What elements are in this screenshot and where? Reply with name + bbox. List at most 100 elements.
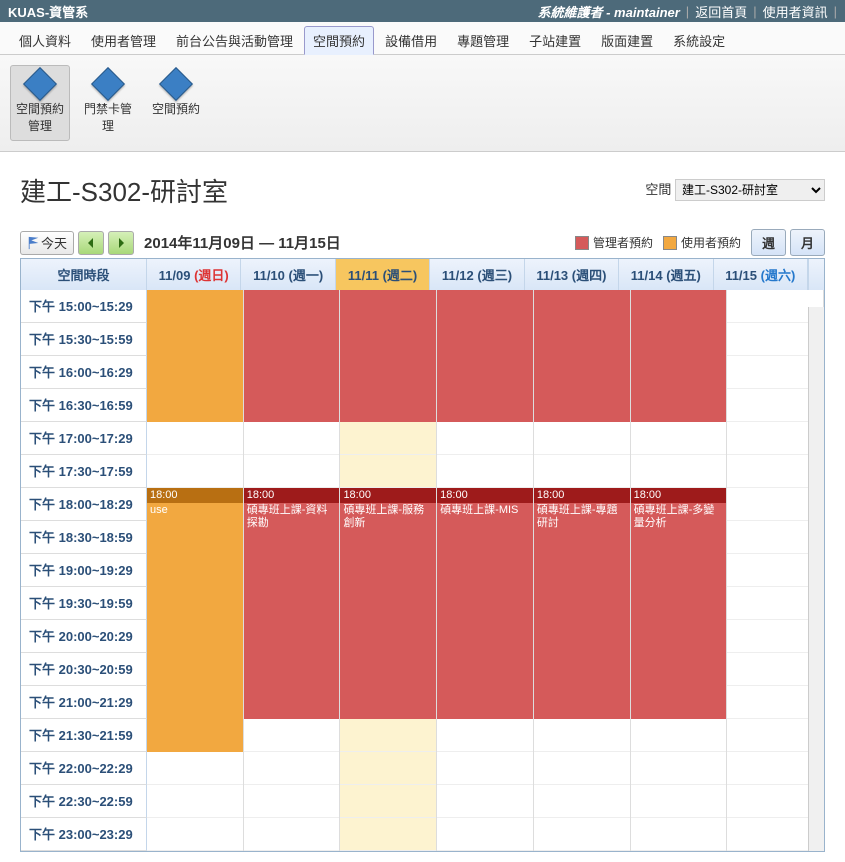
menu-item-1[interactable]: 使用者管理 <box>82 26 165 54</box>
day-header-4[interactable]: 11/13 (週四) <box>525 259 619 290</box>
calendar: 空間時段11/09 (週日)11/10 (週一)11/11 (週二)11/12 … <box>20 258 825 852</box>
time-slot-14: 下午 22:00~22:29 <box>21 752 147 785</box>
event-title: 碩專班上課-MIS <box>440 504 530 517</box>
day-columns: 18:00use18:00碩專班上課-資料探勘18:00碩專班上課-服務創新18… <box>147 290 824 851</box>
day-header-6[interactable]: 11/15 (週六) <box>714 259 808 290</box>
event-10[interactable]: 18:00碩專班上課-專題研討 <box>534 488 630 719</box>
event-time: 18:00 <box>340 488 436 503</box>
day-header-1[interactable]: 11/10 (週一) <box>241 259 335 290</box>
room-selector: 空間 建工-S302-研討室 <box>645 179 825 201</box>
arrow-right-icon <box>115 237 127 249</box>
time-slot-13: 下午 21:30~21:59 <box>21 719 147 752</box>
tool-btn-1[interactable]: 門禁卡管理 <box>78 65 138 141</box>
time-slot-0: 下午 15:00~15:29 <box>21 290 147 323</box>
time-slot-9: 下午 19:30~19:59 <box>21 587 147 620</box>
tool-label: 空間預約 <box>149 100 203 117</box>
time-slot-1: 下午 15:30~15:59 <box>21 323 147 356</box>
menu-item-7[interactable]: 版面建置 <box>592 26 662 54</box>
event-title: 碩專班上課-服務創新 <box>343 504 433 530</box>
event-5[interactable] <box>631 290 727 422</box>
time-slot-5: 下午 17:30~17:59 <box>21 455 147 488</box>
legend-admin-color <box>575 236 589 250</box>
day-col-1[interactable]: 18:00碩專班上課-資料探勘 <box>244 290 341 851</box>
event-7[interactable]: 18:00碩專班上課-資料探勘 <box>244 488 340 719</box>
scrollbar[interactable] <box>808 307 824 851</box>
day-header-5[interactable]: 11/14 (週五) <box>619 259 713 290</box>
menu-item-2[interactable]: 前台公告與活動管理 <box>167 26 302 54</box>
time-slot-12: 下午 21:00~21:29 <box>21 686 147 719</box>
nav-userinfo[interactable]: 使用者資訊 <box>763 2 828 21</box>
time-slot-2: 下午 16:00~16:29 <box>21 356 147 389</box>
event-4[interactable] <box>534 290 630 422</box>
next-button[interactable] <box>108 231 134 255</box>
view-month-button[interactable]: 月 <box>790 229 825 256</box>
event-8[interactable]: 18:00碩專班上課-服務創新 <box>340 488 436 719</box>
day-col-2[interactable]: 18:00碩專班上課-服務創新 <box>340 290 437 851</box>
day-col-0[interactable]: 18:00use <box>147 290 244 851</box>
event-1[interactable] <box>244 290 340 422</box>
menu-item-8[interactable]: 系統設定 <box>664 26 734 54</box>
day-header-2[interactable]: 11/11 (週二) <box>336 259 430 290</box>
day-col-3[interactable]: 18:00碩專班上課-MIS <box>437 290 534 851</box>
tool-label: 空間預約管理 <box>13 100 67 134</box>
event-11[interactable]: 18:00碩專班上課-多變量分析 <box>631 488 727 719</box>
calendar-controls: 今天 2014年11月09日 — 11月15日 管理者預約 使用者預約 週 月 <box>20 229 825 256</box>
prev-button[interactable] <box>78 231 104 255</box>
diamond-icon <box>159 67 193 101</box>
event-title: 碩專班上課-專題研討 <box>537 504 627 530</box>
diamond-icon <box>23 67 57 101</box>
today-label: 今天 <box>41 233 67 252</box>
menu-bar: 個人資料使用者管理前台公告與活動管理空間預約設備借用專題管理子站建置版面建置系統… <box>0 22 845 55</box>
event-title: 碩專班上課-多變量分析 <box>634 504 724 530</box>
event-2[interactable] <box>340 290 436 422</box>
view-week-button[interactable]: 週 <box>751 229 786 256</box>
separator: | <box>834 4 837 19</box>
event-3[interactable] <box>437 290 533 422</box>
time-slot-3: 下午 16:30~16:59 <box>21 389 147 422</box>
event-9[interactable]: 18:00碩專班上課-MIS <box>437 488 533 719</box>
flag-icon <box>27 236 41 250</box>
time-slot-6: 下午 18:00~18:29 <box>21 488 147 521</box>
header-nav: 系統維護者 - maintainer | 返回首頁 | 使用者資訊 | <box>538 2 838 21</box>
calendar-body: 下午 15:00~15:29下午 15:30~15:59下午 16:00~16:… <box>21 290 824 851</box>
tool-label: 門禁卡管理 <box>81 100 135 134</box>
time-slot-11: 下午 20:30~20:59 <box>21 653 147 686</box>
event-6[interactable]: 18:00use <box>147 488 243 752</box>
event-time: 18:00 <box>437 488 533 503</box>
time-slot-8: 下午 19:00~19:29 <box>21 554 147 587</box>
arrow-left-icon <box>85 237 97 249</box>
time-slot-7: 下午 18:30~18:59 <box>21 521 147 554</box>
time-slot-16: 下午 23:00~23:29 <box>21 818 147 851</box>
tool-btn-2[interactable]: 空間預約 <box>146 65 206 141</box>
separator: | <box>686 4 689 19</box>
menu-item-0[interactable]: 個人資料 <box>10 26 80 54</box>
date-range: 2014年11月09日 — 11月15日 <box>144 232 341 253</box>
event-title: 碩專班上課-資料探勘 <box>247 504 337 530</box>
time-column: 下午 15:00~15:29下午 15:30~15:59下午 16:00~16:… <box>21 290 147 851</box>
time-slot-15: 下午 22:30~22:59 <box>21 785 147 818</box>
event-time: 18:00 <box>631 488 727 503</box>
content: 建工-S302-研討室 空間 建工-S302-研討室 今天 2014年11月09… <box>0 152 845 862</box>
event-time: 18:00 <box>147 488 243 503</box>
header-bar: KUAS-資管系 系統維護者 - maintainer | 返回首頁 | 使用者… <box>0 0 845 22</box>
room-dropdown[interactable]: 建工-S302-研討室 <box>675 179 825 201</box>
menu-item-6[interactable]: 子站建置 <box>520 26 590 54</box>
calendar-header: 空間時段11/09 (週日)11/10 (週一)11/11 (週二)11/12 … <box>21 259 824 290</box>
legend-user-label: 使用者預約 <box>681 234 741 251</box>
event-0[interactable] <box>147 290 243 422</box>
legend-admin-label: 管理者預約 <box>593 234 653 251</box>
day-header-0[interactable]: 11/09 (週日) <box>147 259 241 290</box>
tool-btn-0[interactable]: 空間預約管理 <box>10 65 70 141</box>
diamond-icon <box>91 67 125 101</box>
day-col-5[interactable]: 18:00碩專班上課-多變量分析 <box>631 290 728 851</box>
event-time: 18:00 <box>244 488 340 503</box>
menu-item-5[interactable]: 專題管理 <box>448 26 518 54</box>
day-col-4[interactable]: 18:00碩專班上課-專題研討 <box>534 290 631 851</box>
menu-item-3[interactable]: 空間預約 <box>304 26 374 55</box>
nav-home[interactable]: 返回首頁 <box>695 2 747 21</box>
day-header-3[interactable]: 11/12 (週三) <box>430 259 524 290</box>
legend-user-color <box>663 236 677 250</box>
time-slot-10: 下午 20:00~20:29 <box>21 620 147 653</box>
menu-item-4[interactable]: 設備借用 <box>376 26 446 54</box>
today-button[interactable]: 今天 <box>20 231 74 255</box>
